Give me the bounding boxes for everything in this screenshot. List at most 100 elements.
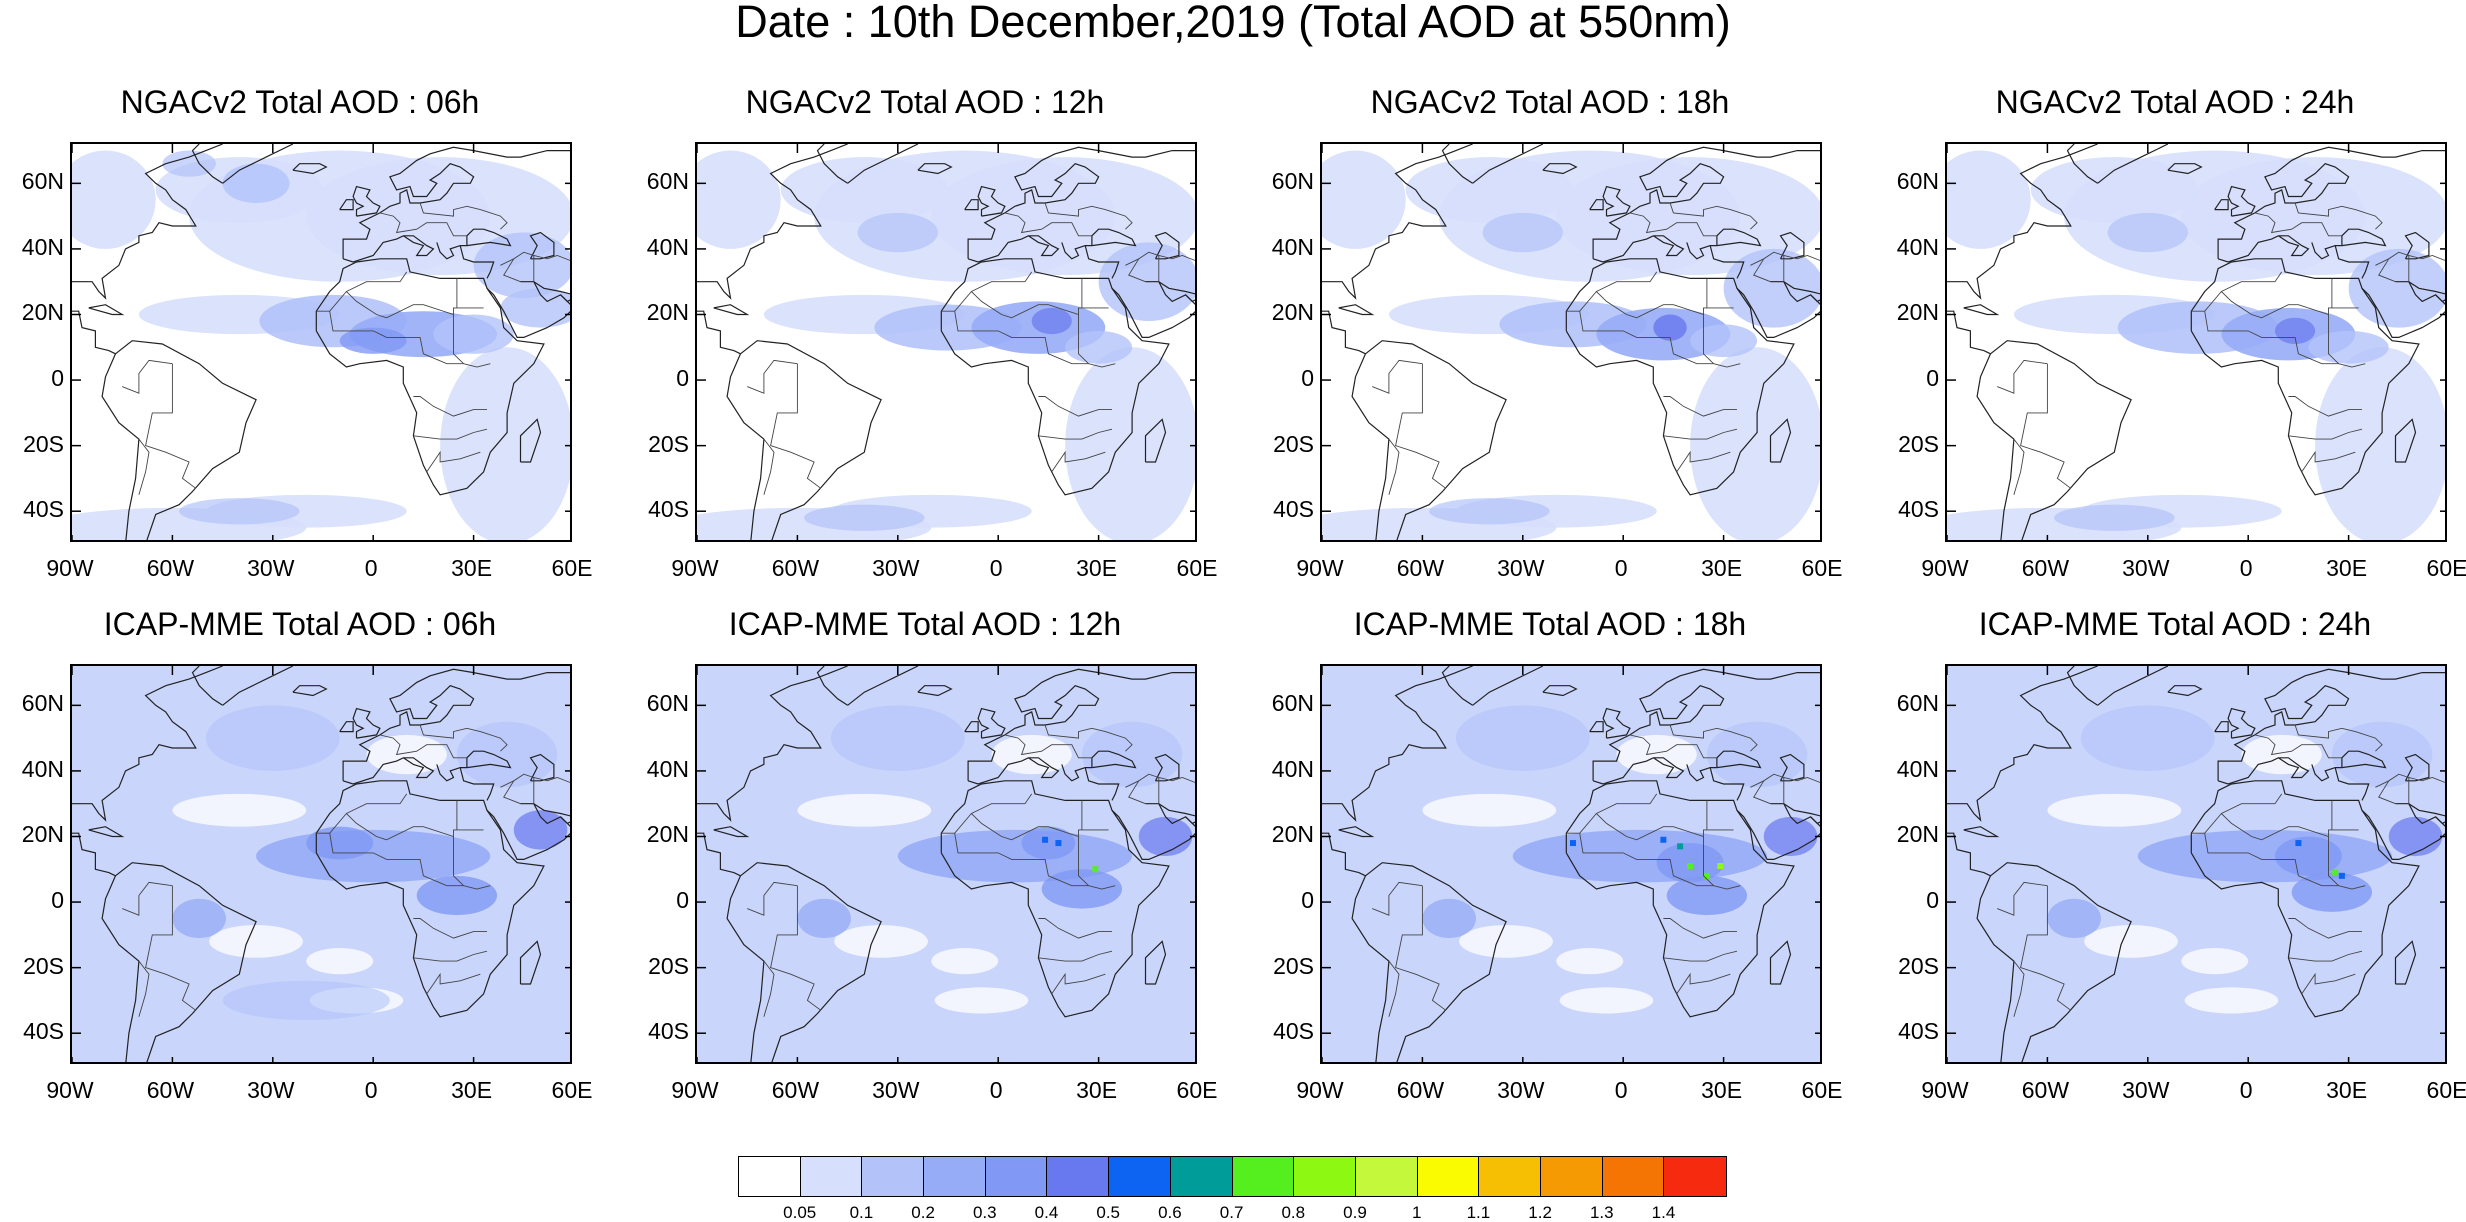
coastline <box>72 310 116 355</box>
low-aod-area <box>1559 987 1654 1014</box>
low-aod-area <box>209 925 303 958</box>
coastline <box>519 940 542 985</box>
coastline <box>1084 767 1120 801</box>
border-line <box>2294 202 2383 230</box>
aod-plume <box>1138 816 1193 857</box>
border-line <box>1128 258 1146 283</box>
coastline <box>1602 185 1631 217</box>
coastline <box>816 144 848 184</box>
border-line <box>971 793 1033 814</box>
coastline <box>1565 780 1795 1018</box>
border-line <box>2408 254 2445 282</box>
coastline <box>2394 418 2417 463</box>
border-line <box>1388 960 1400 1017</box>
panel-title: NGACv2 Total AOD : 24h <box>1995 84 2355 120</box>
lat-tick-label: 40N <box>1271 233 1314 260</box>
border-line <box>2408 776 2445 804</box>
coastline <box>1441 144 1473 184</box>
panel-title: NGACv2 Total AOD : 12h <box>745 84 1105 120</box>
low-aod-area <box>2047 793 2182 827</box>
coastline <box>2334 767 2370 801</box>
aod-plume <box>456 721 558 788</box>
aod-hotspot <box>1092 866 1099 873</box>
aod-field <box>1322 150 1406 249</box>
lat-tick-label: 40N <box>646 233 689 260</box>
aod-plume <box>433 314 514 354</box>
aod-plume <box>1482 212 1563 253</box>
lon-tick-label: 30E <box>2326 1077 2368 1103</box>
coastline <box>1592 146 1820 259</box>
lon-tick-label: 60W <box>1396 555 1445 581</box>
border-line <box>2328 314 2339 365</box>
border-line <box>138 438 150 495</box>
aod-plume <box>339 327 407 354</box>
coastline <box>1338 304 1375 316</box>
coastline <box>697 832 741 877</box>
lat-tick-label: 20N <box>646 821 689 848</box>
aod-field <box>440 347 570 540</box>
coastline <box>72 666 223 822</box>
low-aod-area <box>934 987 1029 1014</box>
border-line <box>1629 212 1717 237</box>
lat-tick-label: 0 <box>1926 887 1939 914</box>
lat-tick-label: 60N <box>1896 168 1939 195</box>
coastline <box>2341 228 2387 247</box>
coastline <box>459 245 495 279</box>
border-line <box>533 776 570 804</box>
border-line <box>316 290 484 319</box>
coastline <box>1779 231 1805 260</box>
border-line <box>1579 833 1741 890</box>
coastline <box>2394 940 2417 985</box>
coastline <box>1592 668 1820 781</box>
country-borders <box>747 724 1195 1017</box>
border-line <box>413 950 488 962</box>
border-line <box>1997 881 2048 916</box>
border-line <box>2301 972 2356 995</box>
lon-tick-label: 60W <box>771 555 820 581</box>
border-line <box>1663 428 1738 440</box>
coastline <box>967 668 1195 781</box>
coastline <box>2066 666 2098 706</box>
low-aod-area <box>2184 987 2279 1014</box>
aod-plume <box>222 163 290 204</box>
coastline <box>1592 757 1685 785</box>
coastline <box>1736 281 1820 338</box>
border-line <box>2221 271 2283 292</box>
border-line <box>2288 396 2362 417</box>
coastline <box>560 294 570 303</box>
colorbar-cell <box>985 1157 1048 1196</box>
colorbar-cell <box>1232 1157 1295 1196</box>
aod-plume <box>1653 314 1687 341</box>
aod-plume <box>1666 875 1748 916</box>
low-aod-area <box>1556 947 1624 975</box>
border-line <box>329 833 491 890</box>
coastline <box>964 721 979 733</box>
coastline <box>342 668 570 781</box>
colorbar-tick-label: 0.5 <box>1096 1203 1120 1222</box>
coastline <box>1947 310 1991 355</box>
lon-tick-label: 30W <box>1497 1077 1545 1103</box>
border-line <box>941 290 1109 319</box>
axis-ticks <box>72 666 570 1062</box>
aod-plume <box>1690 324 1758 358</box>
coastline <box>2217 668 2445 781</box>
coastline <box>1736 803 1820 860</box>
aod-hotspot <box>1677 843 1684 850</box>
border-line <box>1004 212 1092 237</box>
aod-map <box>695 142 1197 542</box>
lon-tick-label: 30E <box>451 555 493 581</box>
map-panel-ngac-18h: NGACv2 Total AOD : 18h 60N 40N 20N 0 20S 40S 90… <box>1250 84 1850 590</box>
coastline <box>2311 242 2342 260</box>
coastline <box>352 185 381 217</box>
coastline <box>339 199 354 211</box>
colorbar-cell <box>1294 1157 1356 1196</box>
aod-field <box>1690 347 1820 540</box>
aod-field <box>1947 150 2031 249</box>
border-line <box>1038 918 1112 939</box>
lon-tick-label: 30E <box>1076 1077 1118 1103</box>
low-aod-area <box>2241 734 2322 775</box>
map-panel-icap-12h: ICAP-MME Total AOD : 12h 60N 40N 20N 0 20S 40S… <box>625 606 1225 1112</box>
border-line <box>145 363 197 489</box>
low-aod-area <box>1459 925 1553 958</box>
border-line <box>2020 363 2072 489</box>
